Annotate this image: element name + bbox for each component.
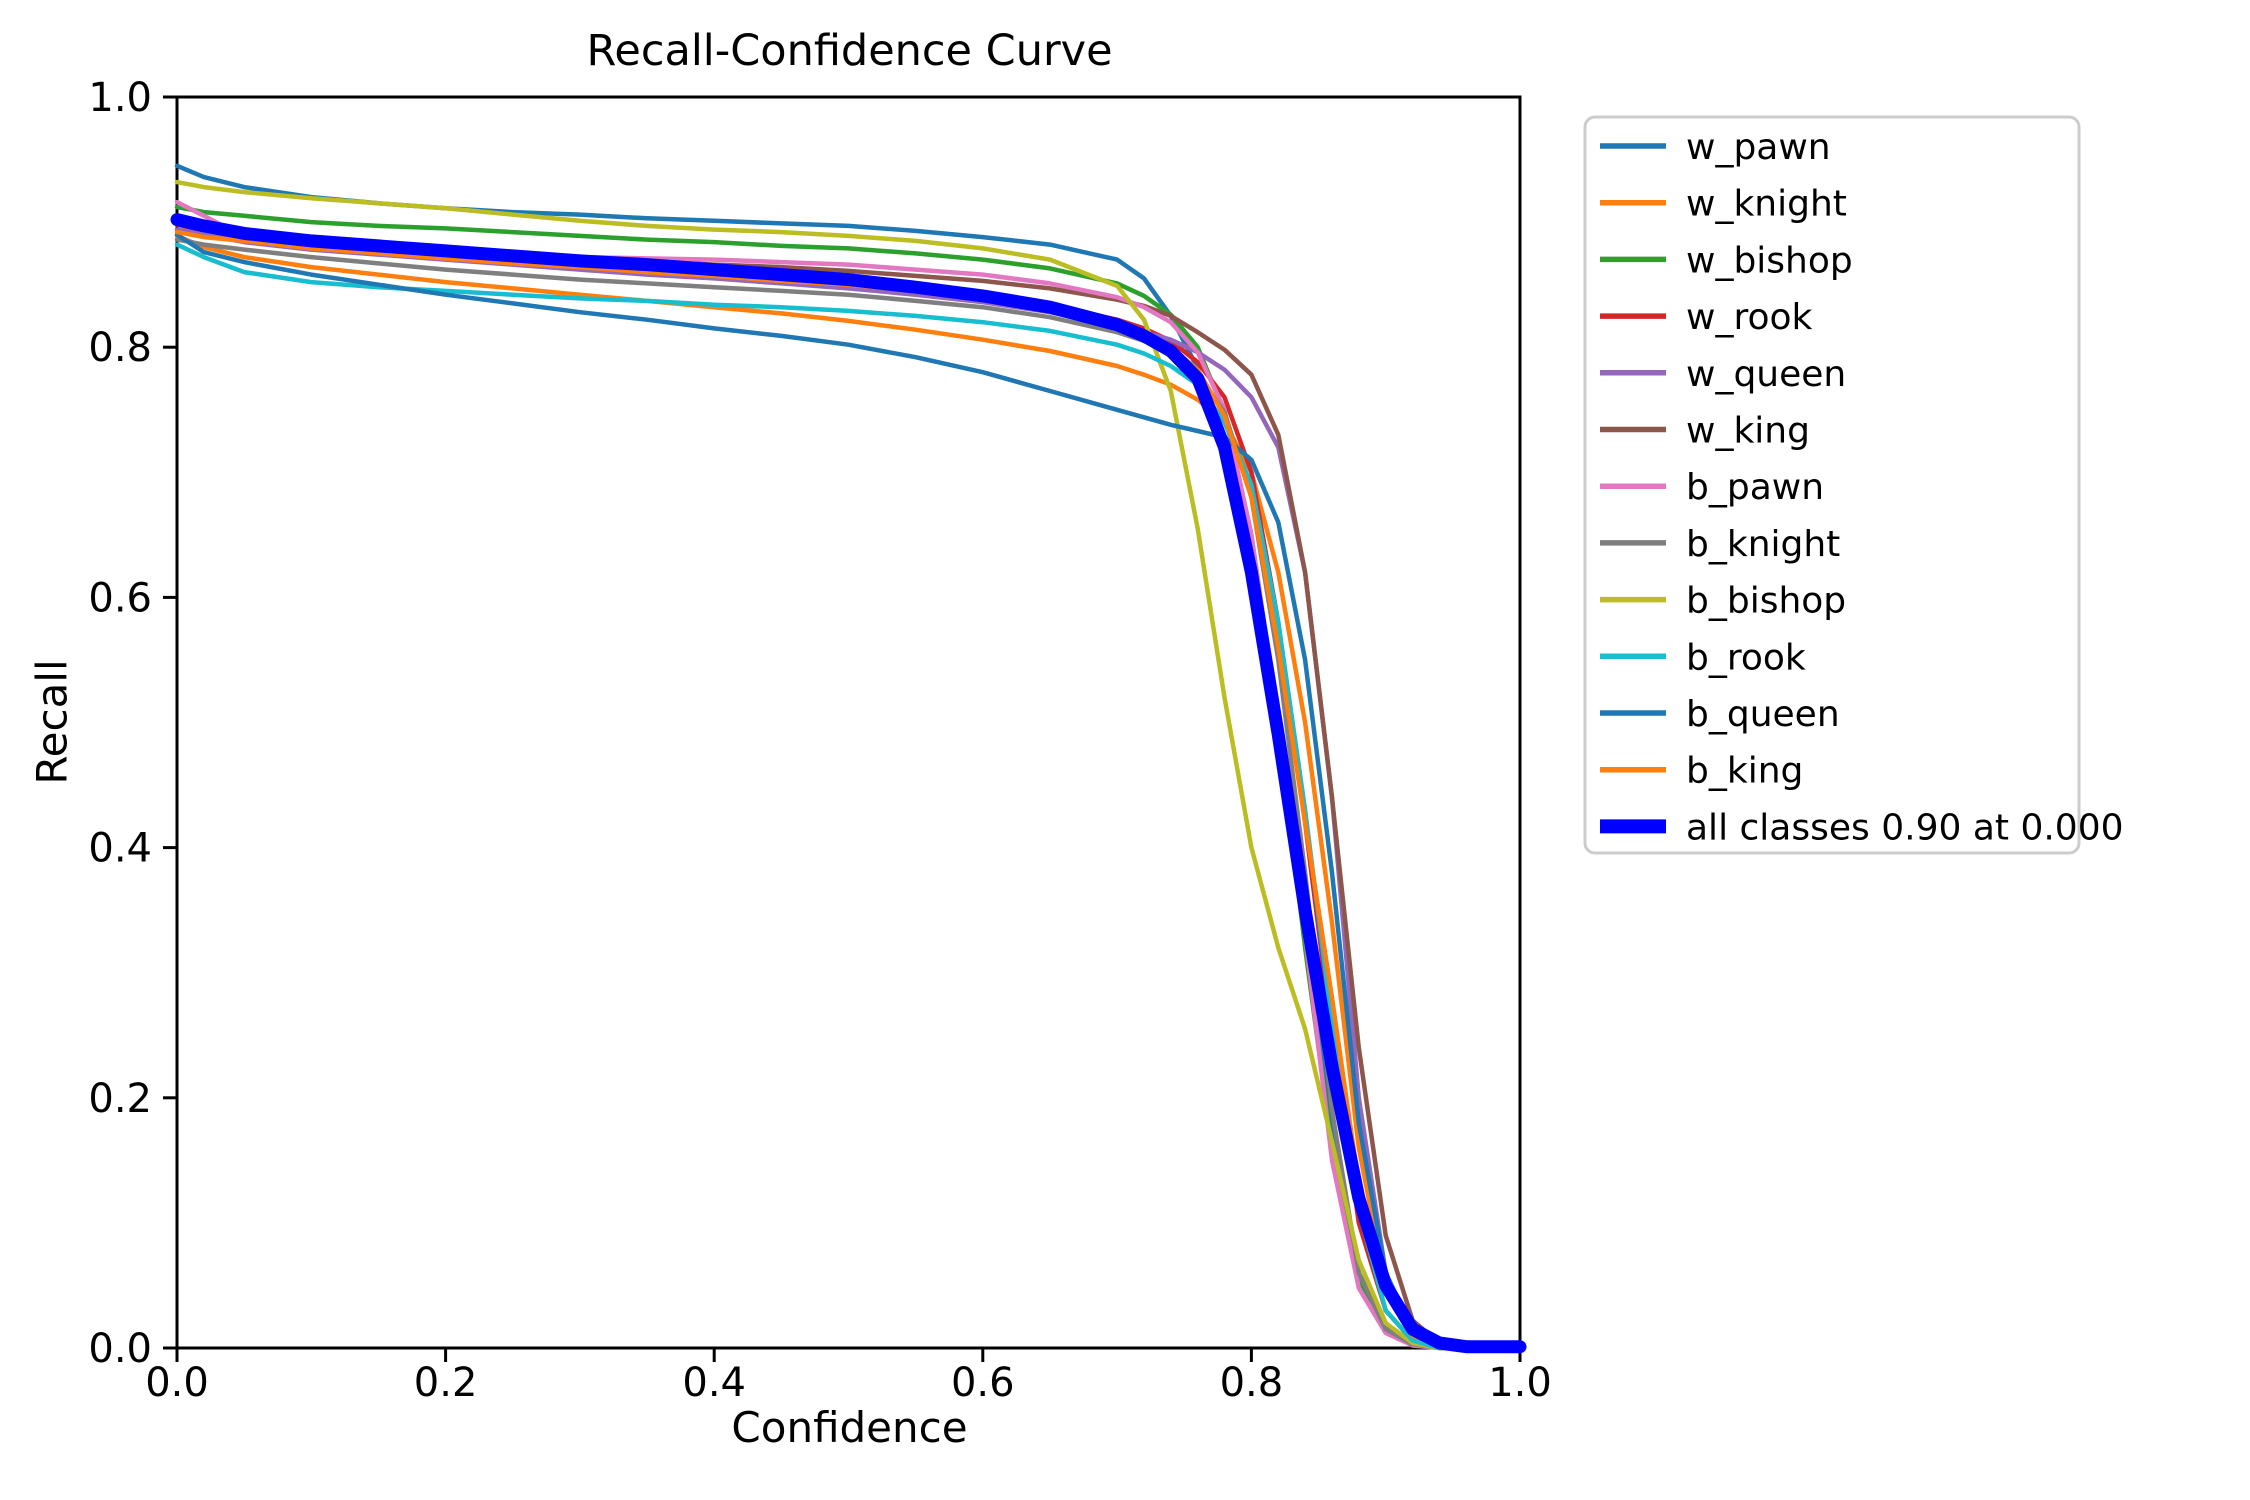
legend-label-w-pawn: w_pawn bbox=[1686, 127, 1831, 168]
axes-frame bbox=[175, 95, 1522, 1350]
legend-label-b-queen: b_queen bbox=[1686, 694, 1840, 735]
curve-b-rook bbox=[174, 242, 1523, 1351]
y-tick-label: 0.2 bbox=[88, 1076, 152, 1122]
legend-label-b-pawn: b_pawn bbox=[1686, 467, 1824, 508]
x-tick-label: 0.4 bbox=[682, 1360, 746, 1406]
legend-label-b-knight: b_knight bbox=[1686, 524, 1840, 565]
legend-label-w-bishop: w_bishop bbox=[1686, 240, 1853, 281]
legend-label-w-queen: w_queen bbox=[1686, 354, 1846, 395]
curve-b-knight bbox=[174, 237, 1523, 1351]
curve-w-queen bbox=[174, 227, 1523, 1351]
y-tick-label: 1.0 bbox=[88, 75, 152, 121]
curve-b-king bbox=[174, 229, 1523, 1351]
y-tick-label: 0.0 bbox=[88, 1326, 152, 1372]
x-tick-label: 1.0 bbox=[1488, 1360, 1552, 1406]
curve-all-classes-0-90-at-0-000 bbox=[170, 213, 1527, 1354]
curve-w-knight bbox=[174, 233, 1523, 1351]
legend-label-b-bishop: b_bishop bbox=[1686, 581, 1846, 622]
legend-label-w-knight: w_knight bbox=[1686, 184, 1847, 225]
x-tick-label: 0.0 bbox=[145, 1360, 209, 1406]
legend-label-w-king: w_king bbox=[1686, 411, 1810, 452]
curve-w-rook bbox=[174, 222, 1523, 1351]
chart-title: Recall-Confidence Curve bbox=[586, 26, 1113, 76]
x-tick-label: 0.6 bbox=[951, 1360, 1015, 1406]
legend-box bbox=[1583, 115, 2081, 855]
legend-label-all-classes-0-90-at-0-000: all classes 0.90 at 0.000 bbox=[1686, 807, 2124, 848]
y-tick-label: 0.6 bbox=[88, 575, 152, 621]
y-tick-label: 0.8 bbox=[88, 325, 152, 371]
legend-label-w-rook: w_rook bbox=[1686, 297, 1813, 338]
legend-label-b-rook: b_rook bbox=[1686, 637, 1806, 678]
x-tick-label: 0.2 bbox=[414, 1360, 478, 1406]
x-tick-label: 0.8 bbox=[1220, 1360, 1284, 1406]
y-tick-label: 0.4 bbox=[88, 826, 152, 872]
curve-w-bishop bbox=[174, 204, 1523, 1351]
curve-b-bishop bbox=[174, 179, 1523, 1351]
curve-b-queen bbox=[174, 232, 1523, 1351]
legend-label-b-king: b_king bbox=[1686, 751, 1803, 792]
x-axis-label: Confidence bbox=[731, 1403, 968, 1452]
